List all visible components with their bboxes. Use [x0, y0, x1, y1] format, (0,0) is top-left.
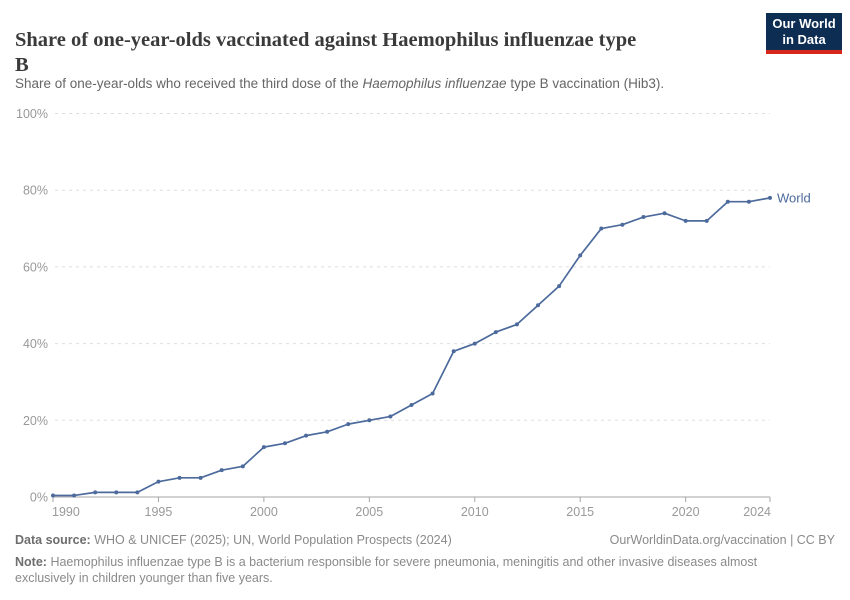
- y-tick-label: 40%: [23, 337, 48, 351]
- data-source-text: WHO & UNICEF (2025); UN, World Populatio…: [94, 533, 452, 547]
- data-point[interactable]: [768, 195, 772, 200]
- data-point[interactable]: [282, 441, 287, 446]
- data-source-label: Data source:: [15, 533, 91, 547]
- data-point[interactable]: [325, 429, 330, 434]
- data-point[interactable]: [578, 253, 583, 258]
- footer-note-label: Note:: [15, 554, 47, 569]
- data-point[interactable]: [620, 222, 625, 227]
- data-point[interactable]: [51, 493, 55, 498]
- page-title-line2: B: [15, 53, 29, 76]
- page-title: Share of one-year-olds vaccinated agains…: [15, 28, 735, 78]
- data-point[interactable]: [514, 322, 519, 327]
- owid-logo-line2: in Data: [782, 32, 826, 47]
- data-point[interactable]: [683, 218, 688, 223]
- x-tick-label: 2010: [461, 505, 489, 519]
- footer-note: Note: Haemophilus influenzae type B is a…: [15, 554, 797, 587]
- source-row: Data source: WHO & UNICEF (2025); UN, Wo…: [15, 532, 835, 549]
- data-point[interactable]: [198, 475, 203, 480]
- data-point[interactable]: [93, 490, 98, 495]
- y-tick-label: 60%: [23, 260, 48, 274]
- data-point[interactable]: [72, 493, 77, 498]
- data-point[interactable]: [557, 284, 562, 289]
- data-point[interactable]: [388, 414, 393, 419]
- chart-subtitle-italic: Haemophilus influenzae: [362, 76, 507, 91]
- owid-logo[interactable]: Our World in Data: [766, 13, 842, 54]
- data-point[interactable]: [662, 211, 667, 216]
- chart-subtitle: Share of one-year-olds who received the …: [15, 76, 775, 92]
- data-point[interactable]: [536, 303, 541, 308]
- y-tick-label: 20%: [23, 414, 48, 428]
- line-chart[interactable]: 0% 20% 40% 60% 80% 100% 1990 1995 2000 2005 2010 20…: [0, 96, 850, 526]
- x-tick-label: 2024: [743, 505, 771, 519]
- data-point[interactable]: [114, 490, 119, 495]
- data-point[interactable]: [367, 418, 372, 423]
- data-point[interactable]: [599, 226, 604, 231]
- y-tick-label: 100%: [16, 107, 48, 121]
- data-point[interactable]: [704, 218, 709, 223]
- data-source: Data source: WHO & UNICEF (2025); UN, Wo…: [15, 532, 452, 549]
- data-point[interactable]: [156, 479, 161, 484]
- y-tick-label: 80%: [23, 184, 48, 198]
- data-point[interactable]: [430, 391, 435, 396]
- data-point[interactable]: [177, 475, 182, 480]
- world-series-line[interactable]: [52, 197, 771, 497]
- x-tick-label: 1995: [145, 505, 173, 519]
- data-point[interactable]: [409, 402, 414, 407]
- x-tick-label: 2015: [566, 505, 594, 519]
- data-point[interactable]: [219, 468, 224, 473]
- x-tick-label: 2005: [355, 505, 383, 519]
- data-point[interactable]: [493, 330, 498, 335]
- x-tick-label: 1990: [52, 505, 80, 519]
- plot-svg[interactable]: 0% 20% 40% 60% 80% 100% 1990 1995 2000 2005 2010 20…: [0, 96, 850, 526]
- data-point[interactable]: [135, 490, 140, 495]
- footer-note-text: Haemophilus influenzae type B is a bacte…: [15, 554, 758, 586]
- y-tick-label: 0%: [30, 491, 48, 505]
- data-point[interactable]: [641, 215, 646, 220]
- data-point[interactable]: [346, 422, 351, 427]
- data-point[interactable]: [304, 433, 309, 438]
- x-tick-label: 2000: [250, 505, 278, 519]
- chart-subtitle-prefix: Share of one-year-olds who received the …: [15, 76, 363, 91]
- data-point[interactable]: [746, 199, 751, 204]
- series-label: World: [777, 190, 811, 205]
- data-point[interactable]: [261, 445, 266, 450]
- chart-subtitle-suffix: type B vaccination (Hib3).: [506, 76, 665, 91]
- page-title-line1: Share of one-year-olds vaccinated agains…: [15, 28, 637, 51]
- data-point[interactable]: [451, 349, 456, 354]
- data-point[interactable]: [472, 341, 477, 346]
- data-point[interactable]: [240, 464, 245, 469]
- data-point[interactable]: [725, 199, 730, 204]
- x-tick-label: 2020: [672, 505, 700, 519]
- license-link[interactable]: OurWorldinData.org/vaccination | CC BY: [609, 533, 835, 547]
- owid-logo-line1: Our World: [772, 16, 836, 31]
- chart-footer: Data source: WHO & UNICEF (2025); UN, Wo…: [15, 532, 835, 587]
